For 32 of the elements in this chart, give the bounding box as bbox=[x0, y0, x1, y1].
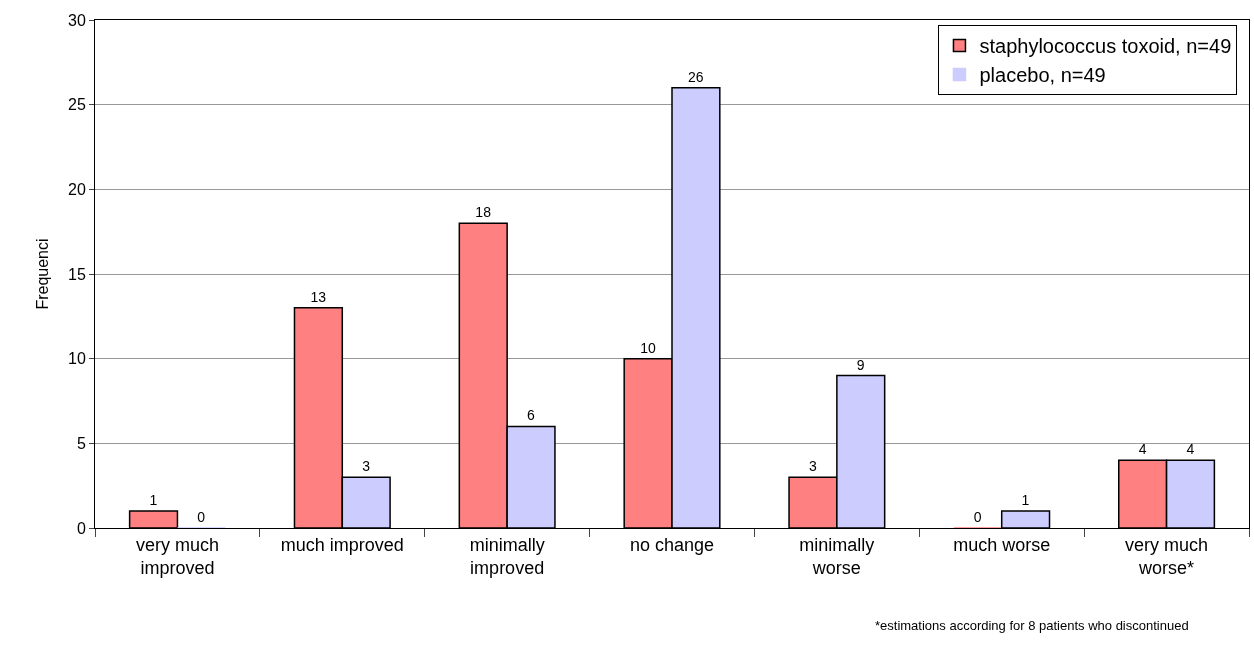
text: *estimations according for 8 patients who discontinued bbox=[875, 618, 1189, 633]
y-tick-label: 25 bbox=[68, 96, 86, 114]
data-label: 6 bbox=[527, 407, 536, 424]
x-tick-label: much improved bbox=[280, 534, 404, 555]
data-label: 4 bbox=[1138, 441, 1147, 458]
data-label: 10 bbox=[640, 339, 656, 356]
data-label: 0 bbox=[973, 509, 982, 525]
data-label: 18 bbox=[475, 204, 492, 221]
x-tick-label: no change bbox=[629, 534, 715, 555]
x-tick-label: very much improved bbox=[135, 534, 219, 578]
y-axis-title: Frequenci bbox=[33, 238, 51, 310]
data-label: 3 bbox=[362, 458, 371, 475]
legend-label: staphylococcus toxoid, n=49 bbox=[979, 35, 1232, 58]
x-tick-label: much worse bbox=[953, 534, 1051, 555]
x-tick-label: very much worse* bbox=[1125, 534, 1209, 578]
data-label: 0 bbox=[197, 509, 206, 525]
data-label: 1 bbox=[149, 492, 158, 509]
data-label: 3 bbox=[808, 458, 817, 475]
y-tick-label: 30 bbox=[68, 11, 86, 29]
data-label: 9 bbox=[856, 356, 865, 373]
y-tick-label: 15 bbox=[68, 265, 86, 283]
data-label: 26 bbox=[688, 68, 704, 85]
legend-label: placebo, n=49 bbox=[979, 64, 1106, 87]
x-tick-label: minimally worse bbox=[799, 534, 875, 578]
x-tick-label: minimally improved bbox=[469, 534, 545, 578]
data-label: 4 bbox=[1186, 441, 1195, 458]
y-tick-label: 5 bbox=[76, 434, 86, 452]
y-tick-label: 0 bbox=[76, 519, 86, 537]
data-label: 13 bbox=[310, 288, 327, 305]
y-tick-label: 20 bbox=[68, 180, 86, 198]
data-label: 1 bbox=[1021, 492, 1030, 509]
y-tick-label: 10 bbox=[68, 350, 86, 368]
